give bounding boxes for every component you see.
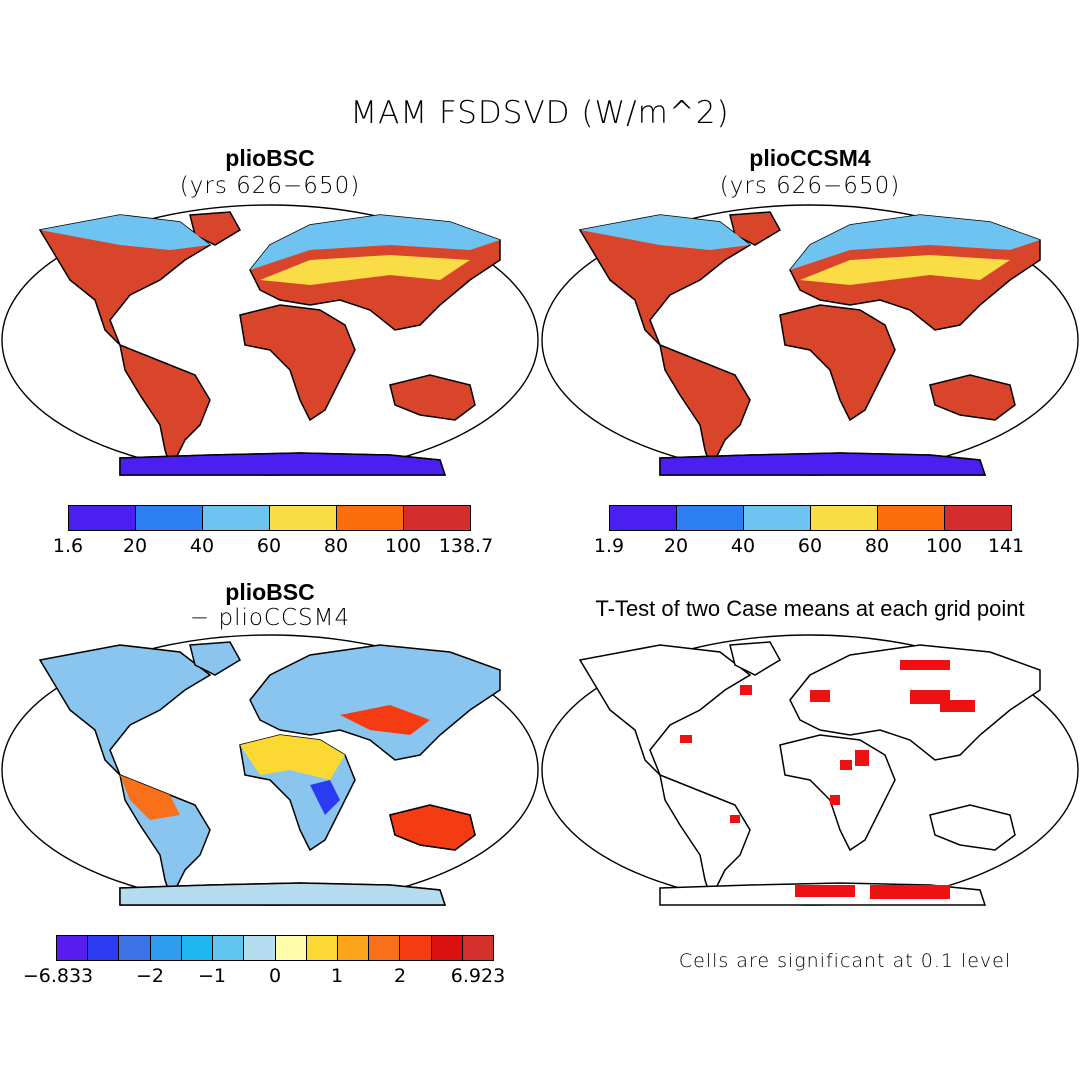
colorbar-diff-bin xyxy=(337,936,370,960)
panel-subtitle-ccsm4: (yrs 626−650) xyxy=(719,173,901,199)
colorbar-ccsm4-bin xyxy=(878,506,945,530)
colorbar-diff xyxy=(56,935,494,961)
map-ttest xyxy=(541,634,1079,906)
colorbar-tick: −2 xyxy=(135,965,165,987)
colorbar-diff-bin xyxy=(275,936,307,960)
colorbar-diff-bin xyxy=(88,936,120,960)
colorbar-ccsm4-bin xyxy=(945,506,1011,530)
panel-subtitle-bsc: (yrs 626−650) xyxy=(179,173,361,199)
colorbar-diff-bin xyxy=(244,936,276,960)
colorbar-diff-bin xyxy=(369,936,401,960)
map-ccsm4 xyxy=(541,204,1079,476)
colorbar-diff-bin xyxy=(150,936,182,960)
colorbar-diff-bin xyxy=(431,936,463,960)
colorbar-tick: 20 xyxy=(122,535,148,557)
colorbar-diff-bin xyxy=(400,936,432,960)
colorbar-ccsm4-bin xyxy=(744,506,811,530)
colorbar-tick: 1.9 xyxy=(593,535,625,557)
colorbar-tick: 0 xyxy=(268,965,282,987)
panel-title-bsc: plioBSC xyxy=(225,145,315,171)
colorbar-bsc-bin xyxy=(337,506,404,530)
colorbar-ccsm4-bin xyxy=(677,506,744,530)
colorbar-ccsm4 xyxy=(609,505,1012,531)
colorbar-diff-bin xyxy=(306,936,338,960)
colorbar-bsc-bin xyxy=(404,506,470,530)
colorbar-tick: 1.6 xyxy=(52,535,84,557)
colorbar-tick: 100 xyxy=(925,535,963,557)
figure-title: MAM FSDSVD (W/m^2) xyxy=(350,95,730,131)
colorbar-ccsm4-bin xyxy=(811,506,878,530)
map-bsc xyxy=(1,204,539,476)
colorbar-diff-bin xyxy=(462,936,494,960)
colorbar-bsc-bin xyxy=(136,506,203,530)
colorbar-tick: 6.923 xyxy=(450,965,506,987)
colorbar-ccsm4-bin xyxy=(610,506,677,530)
colorbar-tick: 100 xyxy=(384,535,422,557)
map-diff xyxy=(1,634,539,906)
colorbar-tick: −6.833 xyxy=(22,965,94,987)
colorbar-bsc-bin xyxy=(270,506,337,530)
colorbar-bsc xyxy=(68,505,471,531)
colorbar-tick: 1 xyxy=(330,965,344,987)
colorbar-diff-bin xyxy=(57,936,89,960)
colorbar-tick: 80 xyxy=(323,535,349,557)
colorbar-diff-bin xyxy=(181,936,214,960)
colorbar-tick: 40 xyxy=(189,535,215,557)
colorbar-tick: 60 xyxy=(797,535,823,557)
colorbar-tick: 60 xyxy=(256,535,282,557)
colorbar-tick: −1 xyxy=(197,965,227,987)
colorbar-bsc-bin xyxy=(203,506,270,530)
colorbar-tick: 40 xyxy=(730,535,756,557)
panel-title-ttest: T-Test of two Case means at each grid po… xyxy=(595,596,1025,621)
colorbar-diff-bin xyxy=(119,936,151,960)
colorbar-tick: 138.7 xyxy=(438,535,494,557)
colorbar-tick: 20 xyxy=(663,535,689,557)
panel-title-diff: plioBSC xyxy=(225,579,315,605)
significance-note: Cells are significant at 0.1 level xyxy=(678,950,1012,972)
colorbar-tick: 141 xyxy=(987,535,1025,557)
colorbar-diff-bin xyxy=(213,936,245,960)
panel-subtitle-diff: − plioCCSM4 xyxy=(189,605,351,631)
colorbar-tick: 80 xyxy=(864,535,890,557)
panel-title-ccsm4: plioCCSM4 xyxy=(749,145,871,171)
colorbar-bsc-bin xyxy=(69,506,136,530)
colorbar-tick: 2 xyxy=(393,965,407,987)
